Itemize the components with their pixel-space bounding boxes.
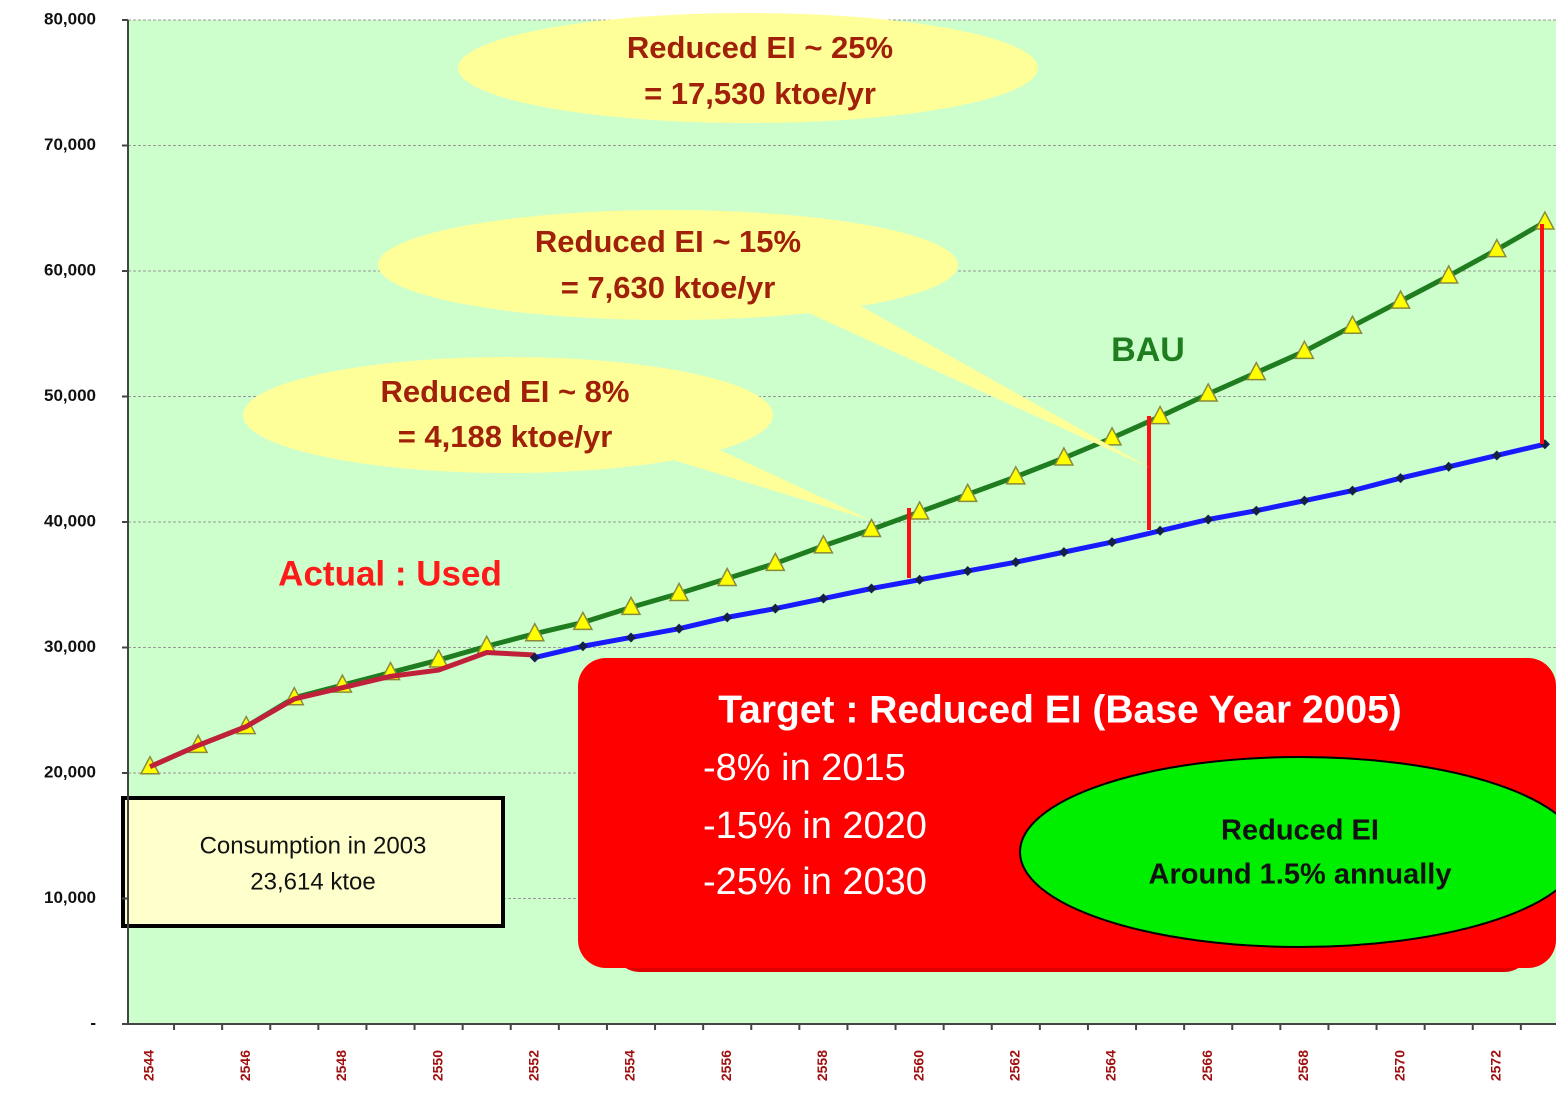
- x-tick-label: 2548: [333, 1050, 349, 1081]
- marker: [1203, 514, 1214, 525]
- callout-text: Reduced EI ~ 8%: [381, 374, 630, 409]
- x-tick-label: 2550: [429, 1050, 445, 1081]
- y-tick-label: 10,000: [44, 888, 96, 907]
- target-box: Target : Reduced EI (Base Year 2005) -8%…: [578, 658, 1556, 972]
- marker: [674, 623, 685, 634]
- x-tick-label: 2546: [237, 1050, 253, 1081]
- series-line: [148, 649, 535, 770]
- marker: [524, 622, 546, 642]
- marker: [765, 551, 786, 572]
- x-tick-label: 2572: [1488, 1050, 1504, 1081]
- callout-tail: [640, 450, 870, 520]
- marker: [1347, 485, 1358, 496]
- ellipse-text: Around 1.5% annually: [1149, 859, 1452, 891]
- marker: [914, 574, 925, 585]
- note-box: Consumption in 2003 23,614 ktoe: [121, 796, 505, 928]
- marker: [1390, 289, 1411, 309]
- x-tick-label: 2544: [141, 1050, 157, 1081]
- callout-text: Reduced EI ~ 25%: [627, 30, 893, 65]
- callout-text: = 17,530 ktoe/yr: [644, 76, 876, 111]
- marker: [1101, 426, 1123, 446]
- target-line: -25% in 2030: [703, 861, 927, 903]
- marker: [1155, 525, 1166, 536]
- marker: [1294, 339, 1315, 360]
- y-tick-label: 80,000: [44, 9, 96, 28]
- y-tick-label: 60,000: [44, 260, 96, 279]
- x-tick-label: 2566: [1199, 1050, 1215, 1081]
- marker: [861, 517, 882, 538]
- marker: [529, 652, 540, 663]
- marker: [1342, 314, 1363, 334]
- callout-bubble: [243, 357, 773, 473]
- note-text: 23,614 ktoe: [250, 868, 375, 895]
- marker: [1053, 446, 1075, 466]
- note-frame: [121, 796, 505, 928]
- marker: [1058, 547, 1069, 558]
- marker: [620, 595, 642, 616]
- marker: [957, 482, 978, 503]
- y-tick-label: 70,000: [44, 135, 96, 154]
- callout: Reduced EI ~ 8% = 4,188 ktoe/yr: [243, 357, 870, 520]
- x-tick-label: 2552: [526, 1050, 542, 1081]
- marker: [1251, 505, 1262, 516]
- marker: [428, 648, 449, 668]
- series-line: [148, 219, 1547, 770]
- callout-text: = 4,188 ktoe/yr: [398, 419, 613, 454]
- y-tick-label: -: [90, 1013, 96, 1032]
- marker: [1246, 361, 1267, 381]
- y-tick-label: 40,000: [44, 511, 96, 530]
- marker: [813, 534, 834, 554]
- x-tick-label: 2554: [622, 1050, 638, 1081]
- marker: [1395, 473, 1406, 484]
- series-label: BAU: [1111, 331, 1185, 369]
- y-tick-label: 50,000: [44, 386, 96, 405]
- x-tick-label: 2558: [814, 1050, 830, 1081]
- x-tick-label: 2562: [1007, 1050, 1023, 1081]
- ellipse: [1019, 756, 1556, 948]
- target-title: Target : Reduced EI (Base Year 2005): [718, 688, 1402, 731]
- marker: [1486, 238, 1508, 258]
- marker: [1443, 461, 1454, 472]
- marker: [572, 610, 594, 631]
- marker: [577, 641, 588, 652]
- marker: [1005, 465, 1027, 485]
- marker: [818, 593, 829, 604]
- marker: [962, 565, 973, 576]
- marker: [722, 612, 733, 623]
- marker: [866, 583, 877, 594]
- callout: Reduced EI ~ 25% = 17,530 ktoe/yr: [458, 13, 1530, 300]
- x-tick-label: 2556: [718, 1050, 734, 1081]
- y-tick-label: 20,000: [44, 762, 96, 781]
- x-tick-label: 2568: [1295, 1050, 1311, 1081]
- marker: [1438, 264, 1459, 284]
- marker: [1299, 495, 1310, 506]
- x-tick-label: 2564: [1103, 1050, 1119, 1081]
- series-label: Actual : Used: [278, 554, 502, 593]
- marker: [909, 500, 930, 520]
- marker: [668, 581, 690, 602]
- note-text: Consumption in 2003: [200, 832, 427, 859]
- marker: [1010, 557, 1021, 568]
- marker: [626, 632, 636, 643]
- callout-bubble: [378, 210, 958, 320]
- target-line: -8% in 2015: [703, 747, 906, 789]
- callout: Reduced EI ~ 15% = 7,630 ktoe/yr: [378, 210, 1150, 468]
- marker: [770, 603, 781, 614]
- marker: [1107, 537, 1117, 548]
- callout-tail: [780, 300, 1150, 468]
- marker: [1491, 450, 1502, 461]
- ellipse-text: Reduced EI: [1221, 815, 1379, 847]
- x-tick-label: 2570: [1391, 1050, 1407, 1081]
- marker: [1197, 382, 1219, 402]
- y-tick-label: 30,000: [44, 637, 96, 656]
- callout-text: = 7,630 ktoe/yr: [561, 270, 776, 305]
- series-line: [534, 441, 1546, 660]
- marker: [1149, 404, 1171, 425]
- callout-text: Reduced EI ~ 15%: [535, 224, 801, 259]
- marker: [716, 566, 738, 587]
- x-tick-label: 2560: [910, 1050, 926, 1081]
- target-line: -15% in 2020: [703, 805, 927, 847]
- callout-bubble: [458, 13, 1038, 123]
